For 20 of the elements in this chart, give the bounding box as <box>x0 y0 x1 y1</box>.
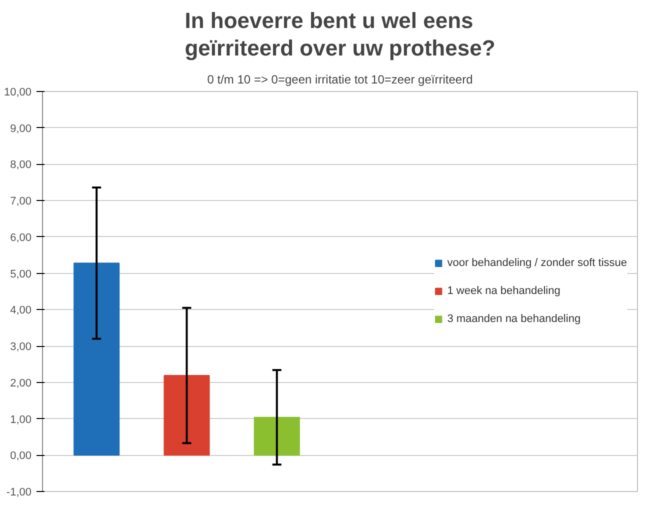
y-tick-label: 0,00 <box>10 450 32 462</box>
y-tick-label: 1,00 <box>10 414 32 426</box>
y-tick-label: -1,00 <box>6 486 32 498</box>
y-tick-label: 6,00 <box>10 232 32 244</box>
chart-subtitle: 0 t/m 10 => 0=geen irritatie tot 10=zeer geïrriteerd <box>207 72 473 86</box>
y-tick-label: 7,00 <box>10 196 32 208</box>
y-tick-label: 3,00 <box>10 341 32 354</box>
legend-label: voor behandeling / zonder soft tissue <box>447 256 627 270</box>
chart-title: In hoeverre bent u wel eens geïrriteerd over uw prothese? <box>184 8 496 60</box>
bar <box>164 375 210 456</box>
y-tick-label: 5,00 <box>10 268 32 280</box>
y-tick-label: 9,00 <box>10 122 32 135</box>
y-tick-label: 10,00 <box>4 86 32 98</box>
y-tick-label: 4,00 <box>10 304 32 317</box>
y-tick-label: 8,00 <box>10 159 32 172</box>
bar <box>74 262 120 456</box>
y-tick-label: 2,00 <box>10 377 32 390</box>
legend-label: 3 maanden na behandeling <box>447 312 581 326</box>
legend-label: 1 week na behandeling <box>447 284 560 298</box>
bar <box>254 416 300 456</box>
